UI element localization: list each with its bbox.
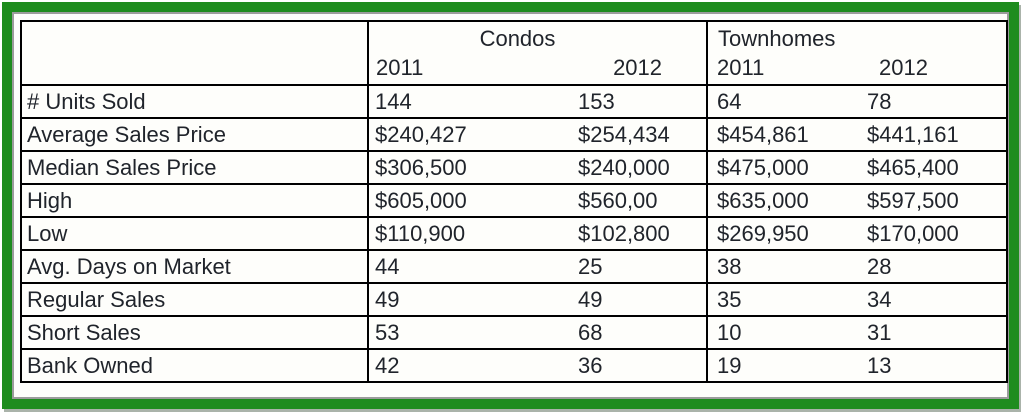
table-cell: $170,000	[851, 216, 1008, 250]
row-label: # Units Sold	[21, 84, 368, 118]
row-label: Regular Sales	[21, 282, 368, 316]
condos-2012-header: 2012	[613, 55, 663, 80]
table-cell: $306,500	[367, 150, 540, 184]
table-cell: $465,400	[851, 150, 1008, 184]
table-row-units-sold: # Units Sold 144 153 64 78	[21, 84, 1008, 118]
table-cell: $605,000	[367, 183, 540, 217]
table-cell: $441,161	[851, 117, 1008, 151]
table-cell: $475,000	[706, 150, 852, 184]
table-cell: $240,000	[540, 150, 708, 184]
table-cell: 53	[367, 315, 540, 349]
header-row: Condos 2011 2012 Townhomes 2011 2012	[21, 21, 1008, 85]
row-label: Average Sales Price	[21, 117, 368, 151]
row-label: High	[21, 183, 368, 217]
table-cell: 49	[540, 282, 708, 316]
row-label: Median Sales Price	[21, 150, 368, 184]
table-row-low: Low $110,900 $102,800 $269,950 $170,000	[21, 216, 1008, 250]
table-cell: $269,950	[706, 216, 852, 250]
table-cell: 31	[851, 315, 1008, 349]
table-row-high: High $605,000 $560,00 $635,000 $597,500	[21, 183, 1008, 217]
condos-group-label: Condos	[479, 26, 556, 51]
townhomes-group-label: Townhomes	[718, 26, 836, 51]
table-cell: $254,434	[540, 117, 708, 151]
condos-year-row: 2011 2012	[370, 54, 706, 84]
table-cell: 64	[706, 84, 852, 118]
table-cell: $110,900	[367, 216, 540, 250]
table-cell: 49	[367, 282, 540, 316]
table-cell: $240,427	[367, 117, 540, 151]
townhomes-2012-header: 2012	[879, 55, 928, 80]
table-row-regular-sales: Regular Sales 49 49 35 34	[21, 282, 1008, 316]
table-cell: 78	[851, 84, 1008, 118]
table-cell: 10	[706, 315, 852, 349]
table-cell: $560,00	[540, 183, 708, 217]
table-row-short-sales: Short Sales 53 68 10 31	[21, 315, 1008, 349]
table-cell: $102,800	[540, 216, 708, 250]
townhomes-2011-header: 2011	[717, 55, 765, 80]
townhomes-group-header: Townhomes 2011 2012	[706, 21, 1008, 85]
decorative-green-frame: Condos 2011 2012 Townhomes 2011 2012	[2, 2, 1019, 409]
table-cell: 38	[706, 249, 852, 283]
table-cell: 68	[540, 315, 708, 349]
table-cell: 25	[540, 249, 708, 283]
corner-empty-cell	[21, 21, 368, 85]
table-cell: 35	[706, 282, 852, 316]
row-label: Avg. Days on Market	[21, 249, 368, 283]
table-row-avg-days-on-market: Avg. Days on Market 44 25 38 28	[21, 249, 1008, 283]
table-cell: 13	[851, 348, 1008, 382]
table-row-median-sales-price: Median Sales Price $306,500 $240,000 $47…	[21, 150, 1008, 184]
table-cell: 153	[540, 84, 708, 118]
row-label: Low	[21, 216, 368, 250]
condos-2011-header: 2011	[376, 55, 424, 80]
table-cell: 34	[851, 282, 1008, 316]
table-cell: $454,861	[706, 117, 852, 151]
townhomes-year-row: 2011 2012	[709, 54, 1006, 84]
table-cell: 44	[367, 249, 540, 283]
table-cell: 42	[367, 348, 540, 382]
table-cell: 28	[851, 249, 1008, 283]
table-cell: $635,000	[706, 183, 852, 217]
table-cell: 19	[706, 348, 852, 382]
table-cell: 144	[367, 84, 540, 118]
table-row-bank-owned: Bank Owned 42 36 19 13	[21, 348, 1008, 382]
sales-comparison-table: Condos 2011 2012 Townhomes 2011 2012	[20, 20, 1009, 383]
condos-group-header: Condos 2011 2012	[366, 21, 708, 85]
table-cell: 36	[540, 348, 708, 382]
row-label: Short Sales	[21, 315, 368, 349]
row-label: Bank Owned	[21, 348, 368, 382]
table-row-average-sales-price: Average Sales Price $240,427 $254,434 $4…	[21, 117, 1008, 151]
table-cell: $597,500	[851, 183, 1008, 217]
